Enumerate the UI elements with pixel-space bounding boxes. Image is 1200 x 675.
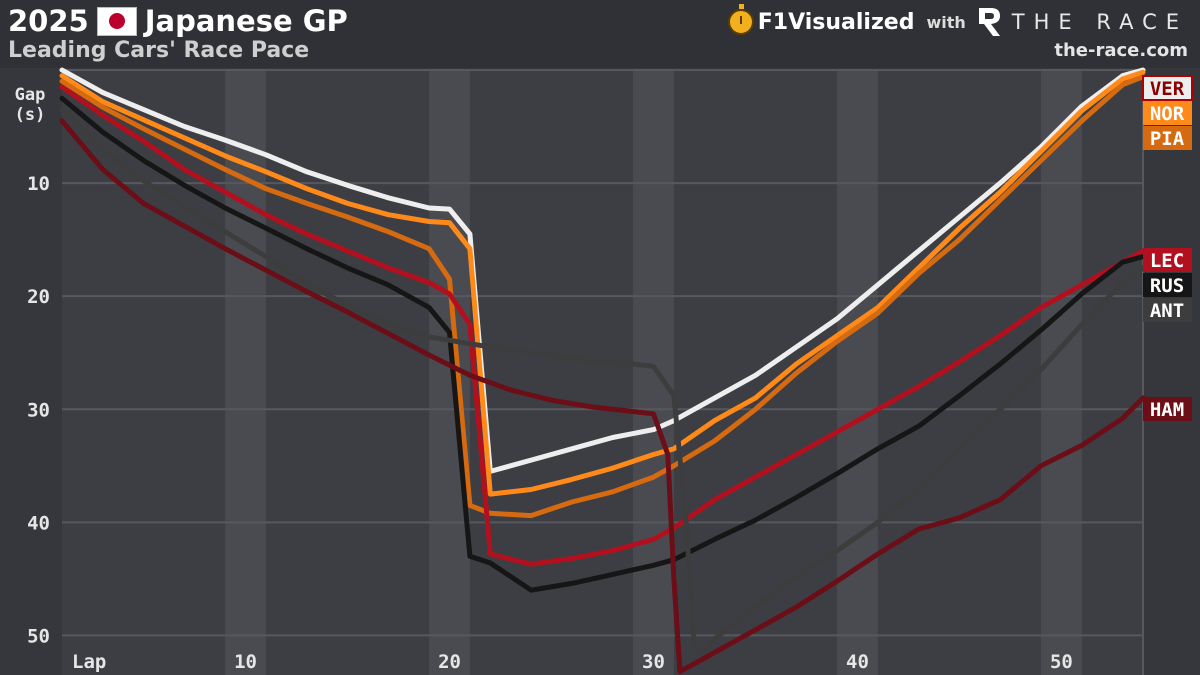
series-line-ant bbox=[59, 107, 1146, 655]
brand-block: F1Visualized with THE RACE bbox=[727, 4, 1188, 40]
the-race-logo bbox=[978, 8, 1000, 36]
legend-label-ant: ANT bbox=[1150, 300, 1184, 322]
legend-swatch-nor bbox=[1143, 101, 1192, 125]
chart-title: 2025 Japanese GP bbox=[8, 2, 348, 40]
brand-with-text: with bbox=[926, 12, 966, 32]
legend-label-nor: NOR bbox=[1150, 103, 1185, 125]
x-tick-label-20: 20 bbox=[438, 651, 461, 673]
x-band-40 bbox=[837, 70, 878, 675]
legend-swatch-ant bbox=[1143, 298, 1192, 322]
japan-flag-icon bbox=[96, 6, 137, 36]
legend: VER NOR PIA LEC RUS ANT HAM bbox=[1142, 75, 1193, 421]
y-axis-label-2: (s) bbox=[15, 105, 46, 125]
legend-label-ver: VER bbox=[1150, 78, 1185, 100]
x-tick-label-10: 10 bbox=[234, 651, 257, 673]
y-axis-label-1: Gap bbox=[15, 85, 46, 105]
y-tick-label-50: 50 bbox=[27, 625, 50, 647]
series-line-lec bbox=[59, 84, 1146, 567]
axes: 10 20 30 40 50 10 20 30 40 50 Lap Gap(s) bbox=[15, 85, 1073, 673]
partner-url: the-race.com bbox=[1054, 40, 1188, 61]
legend-label-ham: HAM bbox=[1150, 399, 1184, 421]
y-tick-label-10: 10 bbox=[27, 173, 50, 195]
legend-label-pia: PIA bbox=[1150, 128, 1185, 150]
legend-label-lec: LEC bbox=[1150, 250, 1184, 272]
y-tick-label-20: 20 bbox=[27, 286, 50, 308]
header-bar bbox=[0, 0, 1200, 68]
y-tick-label-30: 30 bbox=[27, 399, 50, 421]
race-year: 2025 bbox=[8, 4, 89, 38]
x-band-50 bbox=[1041, 70, 1082, 675]
brand-name: F1Visualized bbox=[757, 9, 915, 35]
race-name: Japanese GP bbox=[144, 4, 348, 38]
x-tick-label-30: 30 bbox=[642, 651, 665, 673]
x-tick-label-50: 50 bbox=[1050, 651, 1073, 673]
legend-swatch-ver bbox=[1142, 75, 1193, 101]
series-line-pia bbox=[59, 74, 1146, 519]
y-tick-label-40: 40 bbox=[27, 512, 50, 534]
legend-label-rus: RUS bbox=[1150, 275, 1184, 297]
series-line-nor bbox=[59, 69, 1146, 497]
series-line-rus bbox=[59, 95, 1146, 593]
legend-swatch-pia bbox=[1143, 126, 1192, 150]
x-axis-label: Lap bbox=[72, 651, 106, 673]
x-tick-label-40: 40 bbox=[846, 651, 869, 673]
partner-name: THE RACE bbox=[1011, 10, 1188, 34]
legend-swatch-lec bbox=[1143, 248, 1192, 272]
series-lines bbox=[59, 67, 1146, 675]
plot-background bbox=[62, 70, 1143, 675]
stopwatch-icon bbox=[727, 4, 754, 35]
legend-swatch-rus bbox=[1143, 273, 1192, 297]
x-band-30 bbox=[633, 70, 674, 675]
legend-swatch-ham bbox=[1143, 397, 1192, 421]
series-line-ham bbox=[59, 118, 1146, 675]
series-line-ver bbox=[59, 67, 1146, 474]
grid-bands bbox=[62, 70, 1143, 675]
chart-subtitle: Leading Cars' Race Pace bbox=[8, 38, 310, 63]
